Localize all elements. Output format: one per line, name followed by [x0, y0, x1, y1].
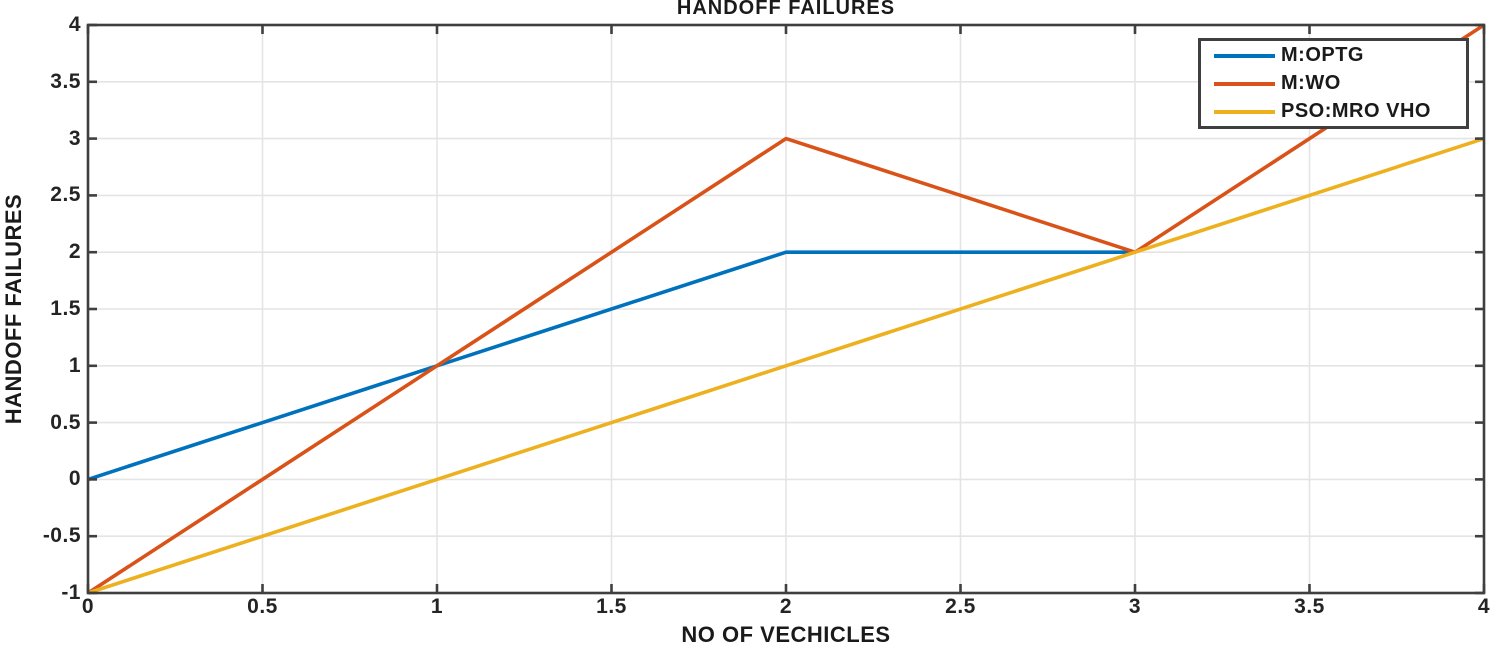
x-tick-label: 1.5 [596, 595, 627, 618]
chart-title: HANDOFF FAILURES [676, 0, 896, 19]
x-tick-label: 2 [779, 595, 793, 618]
y-tick-label: 3 [68, 126, 81, 150]
x-tick-label: 4 [1477, 595, 1491, 618]
x-tick-label: 2.5 [945, 595, 976, 618]
legend-label: M:WO [1281, 72, 1341, 94]
y-tick-label: 0.5 [50, 410, 81, 434]
legend-item: PSO:MRO VHO [1201, 98, 1466, 125]
x-tick-label: 0 [81, 595, 95, 618]
series-line [87, 250, 1135, 482]
legend-line-sample [1214, 81, 1275, 86]
y-tick-label: 2.5 [50, 183, 81, 207]
y-tick-label: 3.5 [50, 69, 81, 93]
x-tick-label: 0.5 [247, 595, 278, 618]
legend: M:OPTG M:WO PSO:MRO VHO [1198, 38, 1469, 129]
x-tick-label: 3.5 [1294, 595, 1325, 618]
y-tick-label: 4 [68, 13, 81, 36]
y-tick-label: -1 [61, 581, 81, 604]
legend-line-sample [1214, 109, 1275, 114]
x-axis-label: NO OF VECHICLES [681, 622, 891, 647]
legend-label: M:OPTG [1281, 44, 1364, 66]
x-tick-label: 3 [1128, 595, 1142, 618]
legend-label: PSO:MRO VHO [1281, 100, 1431, 122]
y-tick-label: 2 [68, 240, 81, 264]
series-line [87, 23, 1485, 595]
x-tick-label: 1 [430, 595, 444, 618]
series-line [87, 136, 1485, 595]
y-tick-label: 1 [68, 353, 81, 377]
y-tick-label: 1.5 [50, 297, 81, 320]
y-tick-label: 0 [68, 467, 81, 491]
legend-item: M:WO [1201, 70, 1466, 97]
y-tick-label: -0.5 [42, 524, 81, 548]
legend-line-sample [1214, 53, 1275, 58]
legend-item: M:OPTG [1201, 42, 1466, 69]
